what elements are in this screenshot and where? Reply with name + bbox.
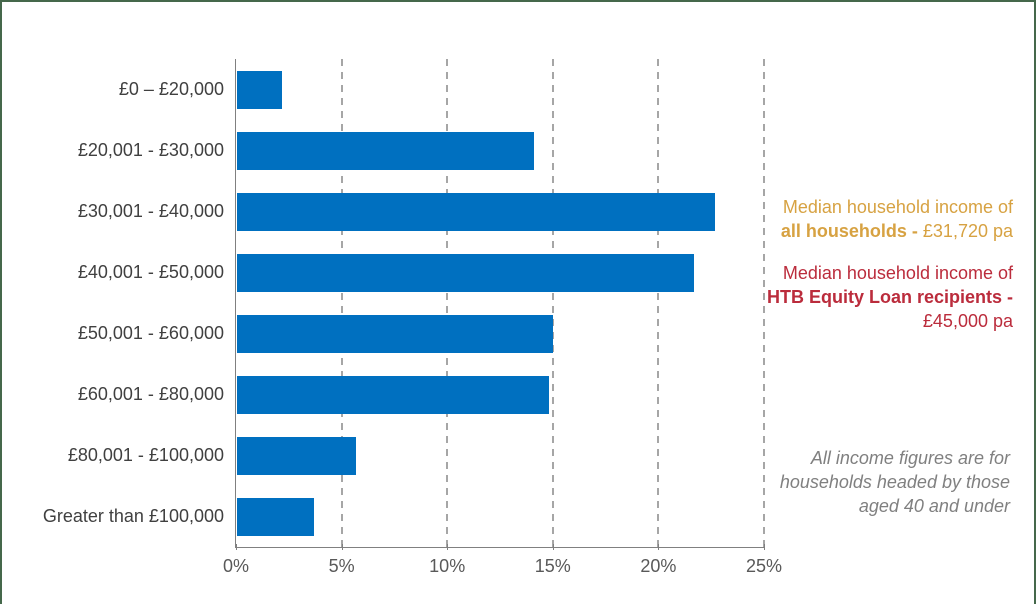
gridline <box>551 59 554 547</box>
gridline <box>446 59 449 547</box>
annotation-line: Median household income of <box>782 263 1013 283</box>
category-label: Greater than £100,000 <box>42 506 224 526</box>
annotation-regular-text: £31,720 pa <box>922 221 1013 241</box>
x-tick-mark <box>658 544 660 550</box>
x-tick-label: 5% <box>328 556 355 576</box>
gridline <box>340 59 343 547</box>
category-label: £80,001 - £100,000 <box>67 445 224 465</box>
bar <box>237 192 716 231</box>
category-label: £0 – £20,000 <box>118 79 224 99</box>
category-label: £40,001 - £50,000 <box>77 262 224 282</box>
category-label: £60,001 - £80,000 <box>77 384 224 404</box>
x-tick-label: 20% <box>640 556 677 576</box>
x-tick-mark <box>764 544 765 550</box>
annotation-line: £45,000 pa <box>922 311 1013 331</box>
bar <box>237 436 357 475</box>
y-axis-line <box>235 59 236 548</box>
x-tick-mark <box>236 544 237 550</box>
x-tick-mark <box>447 544 449 550</box>
bar <box>237 131 534 170</box>
annotation-income-note: All income figures are for households he… <box>780 446 1010 518</box>
x-tick-mark <box>341 544 343 550</box>
bar <box>237 70 283 109</box>
category-label: £20,001 - £30,000 <box>77 140 224 160</box>
x-tick-label: 15% <box>534 556 571 576</box>
x-tick-label: 25% <box>745 556 783 576</box>
x-axis-line <box>235 547 765 548</box>
annotation-median-htb-recipients: Median household income of HTB Equity Lo… <box>767 261 1013 333</box>
annotation-line: All income figures are for <box>810 448 1010 468</box>
annotation-bold-text: all households - <box>780 221 923 241</box>
category-label: £50,001 - £60,000 <box>77 323 224 343</box>
category-label: £30,001 - £40,000 <box>77 201 224 221</box>
annotation-line: HTB Equity Loan recipients - <box>767 285 1013 309</box>
annotation-line: aged 40 and under <box>858 496 1010 516</box>
annotation-line: Median household income of <box>782 197 1013 217</box>
x-tick-mark <box>552 544 554 550</box>
annotation-bold-text: HTB Equity Loan recipients - <box>766 287 1013 307</box>
annotation-line: all households - £31,720 pa <box>781 219 1013 243</box>
bar <box>237 314 553 353</box>
annotation-median-all-households: Median household income of all household… <box>781 195 1013 243</box>
gridline <box>763 59 765 547</box>
bar <box>237 375 549 414</box>
x-tick-label: 10% <box>429 556 466 576</box>
bar <box>237 253 695 292</box>
bar <box>237 497 315 536</box>
gridline <box>657 59 660 547</box>
x-tick-label: 0% <box>222 556 250 576</box>
annotation-line: households headed by those <box>779 472 1010 492</box>
